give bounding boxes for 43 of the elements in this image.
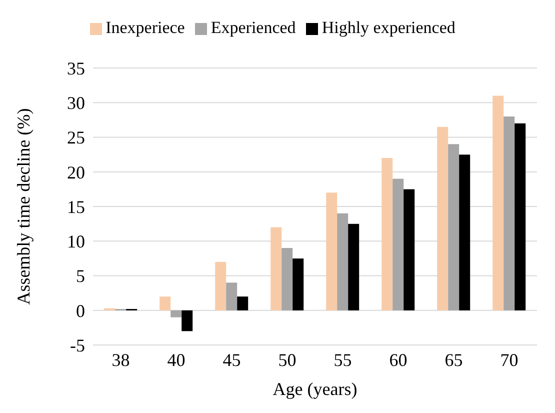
bar (270, 227, 282, 310)
x-tick-label: 40 (167, 350, 186, 370)
y-tick-label: 5 (76, 266, 85, 286)
x-tick-label: 45 (222, 350, 241, 370)
y-tick-label: 15 (67, 196, 85, 217)
bar (326, 192, 338, 310)
bar (292, 258, 304, 310)
x-tick-label: 70 (500, 350, 518, 370)
bar (282, 248, 293, 310)
x-axis-title: Age (years) (272, 379, 358, 399)
bar (226, 282, 238, 310)
bar (160, 296, 171, 310)
bar (448, 144, 460, 310)
bar (237, 296, 248, 310)
x-tick-label: 50 (278, 350, 296, 370)
y-tick-label: 10 (67, 232, 85, 252)
bar (459, 154, 470, 310)
y-tick-label: 35 (67, 58, 85, 78)
x-tick-label: 38 (112, 350, 130, 370)
bar (348, 224, 360, 310)
y-tick-label: 0 (76, 300, 85, 321)
y-tick-label: 25 (67, 128, 85, 148)
legend-label: Highly experienced (322, 18, 456, 37)
bar (337, 213, 348, 310)
legend-label: Inexperiece (106, 18, 185, 37)
bar (170, 310, 182, 318)
bar (514, 123, 526, 310)
y-tick-label: 20 (67, 162, 85, 182)
bar (504, 116, 515, 310)
bar (404, 189, 415, 310)
bar (492, 96, 504, 310)
y-tick-label: -5 (70, 335, 85, 356)
bar (437, 126, 448, 310)
x-tick-label: 60 (389, 350, 408, 370)
x-tick-label: 55 (334, 350, 352, 370)
bar (215, 262, 226, 310)
bar (382, 158, 393, 310)
y-tick-label: 30 (67, 93, 85, 114)
bar (182, 310, 193, 332)
x-tick-label: 65 (444, 350, 463, 370)
bar (392, 178, 404, 310)
legend-label: Experienced (210, 18, 296, 37)
y-axis-title: Assembly time decline (%) (13, 108, 34, 305)
